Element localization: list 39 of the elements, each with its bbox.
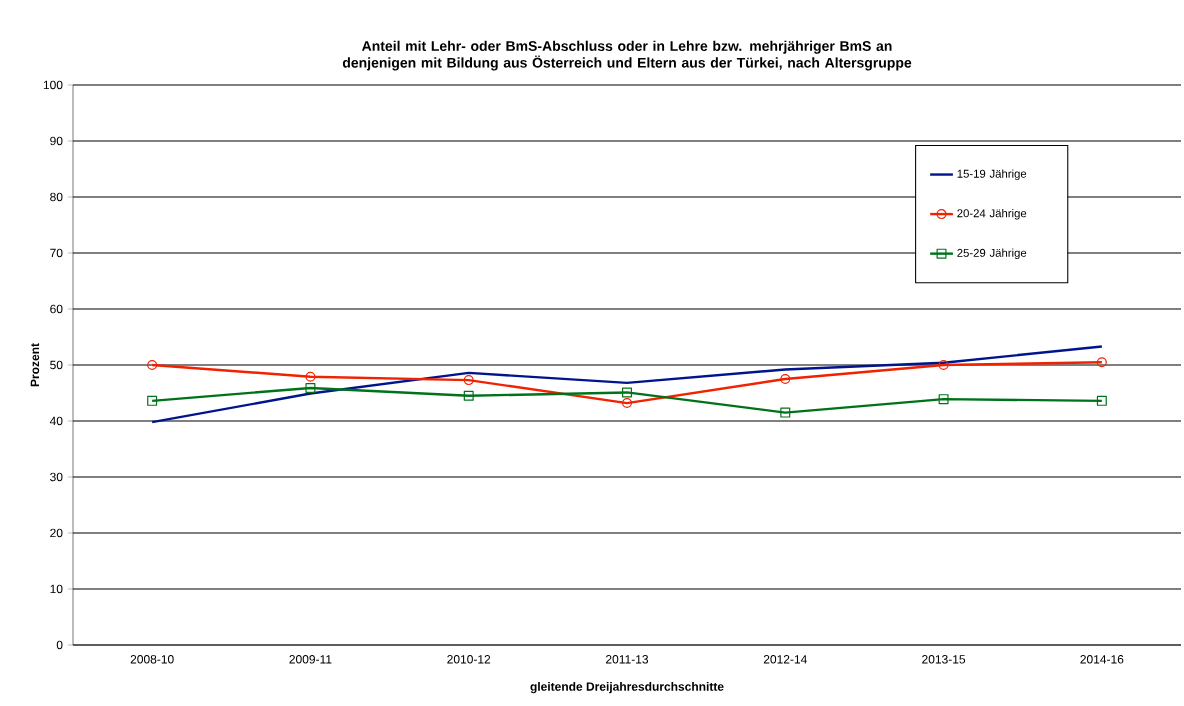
y-tick-label: 50 (50, 360, 63, 370)
y-tick-label: 40 (49, 416, 63, 426)
legend-label: 15-19 Jährige (957, 169, 1027, 180)
x-axis-title: gleitende Dreijahresdurchschnitte (530, 682, 724, 694)
point (463, 375, 474, 386)
x-tick-label: 2013-15 (922, 655, 966, 664)
x-tick-label: 2010-12 (447, 655, 491, 664)
point (305, 382, 316, 393)
point (147, 395, 158, 406)
y-tick-label: 70 (50, 248, 63, 258)
legend-label: 25-29 Jährige (957, 248, 1027, 260)
y-tick-label: 10 (50, 584, 63, 594)
x-tick-label: 2009-11 (289, 655, 332, 664)
y-tick-label: 60 (50, 304, 63, 314)
y-tick-label: 80 (50, 192, 63, 202)
point (305, 371, 316, 382)
point (622, 398, 633, 409)
point (780, 407, 791, 418)
y-tick-label: 90 (50, 136, 63, 146)
point (463, 390, 474, 401)
y-axis-title: Prozent (30, 343, 40, 387)
x-tick-label: 2014-16 (1080, 655, 1124, 664)
point (147, 359, 158, 370)
legend-label: 20-24 Jährige (957, 208, 1027, 220)
point (1096, 395, 1107, 406)
x-tick-label: 2011-13 (606, 655, 649, 664)
line-series (150, 345, 1104, 424)
x-tick-label: 2012-14 (763, 655, 807, 664)
chart-title: Anteil mit Lehr- oder BmS-Abschluss oder in Lehre bzw. mehrjähriger BmS an denjenigen mit Bildung aus Österreich und Eltern aus der Türkei, nach Altersgruppe (342, 40, 912, 71)
y-tick-label: 30 (50, 472, 63, 482)
point (938, 359, 949, 370)
point (938, 394, 949, 405)
point (622, 387, 633, 398)
y-tick-label: 20 (50, 528, 63, 538)
y-tick-label: 100 (43, 80, 63, 90)
x-tick-label: 2008-10 (130, 655, 174, 664)
point (1096, 357, 1107, 368)
y-tick-label: 0 (56, 640, 63, 650)
point (780, 373, 791, 384)
